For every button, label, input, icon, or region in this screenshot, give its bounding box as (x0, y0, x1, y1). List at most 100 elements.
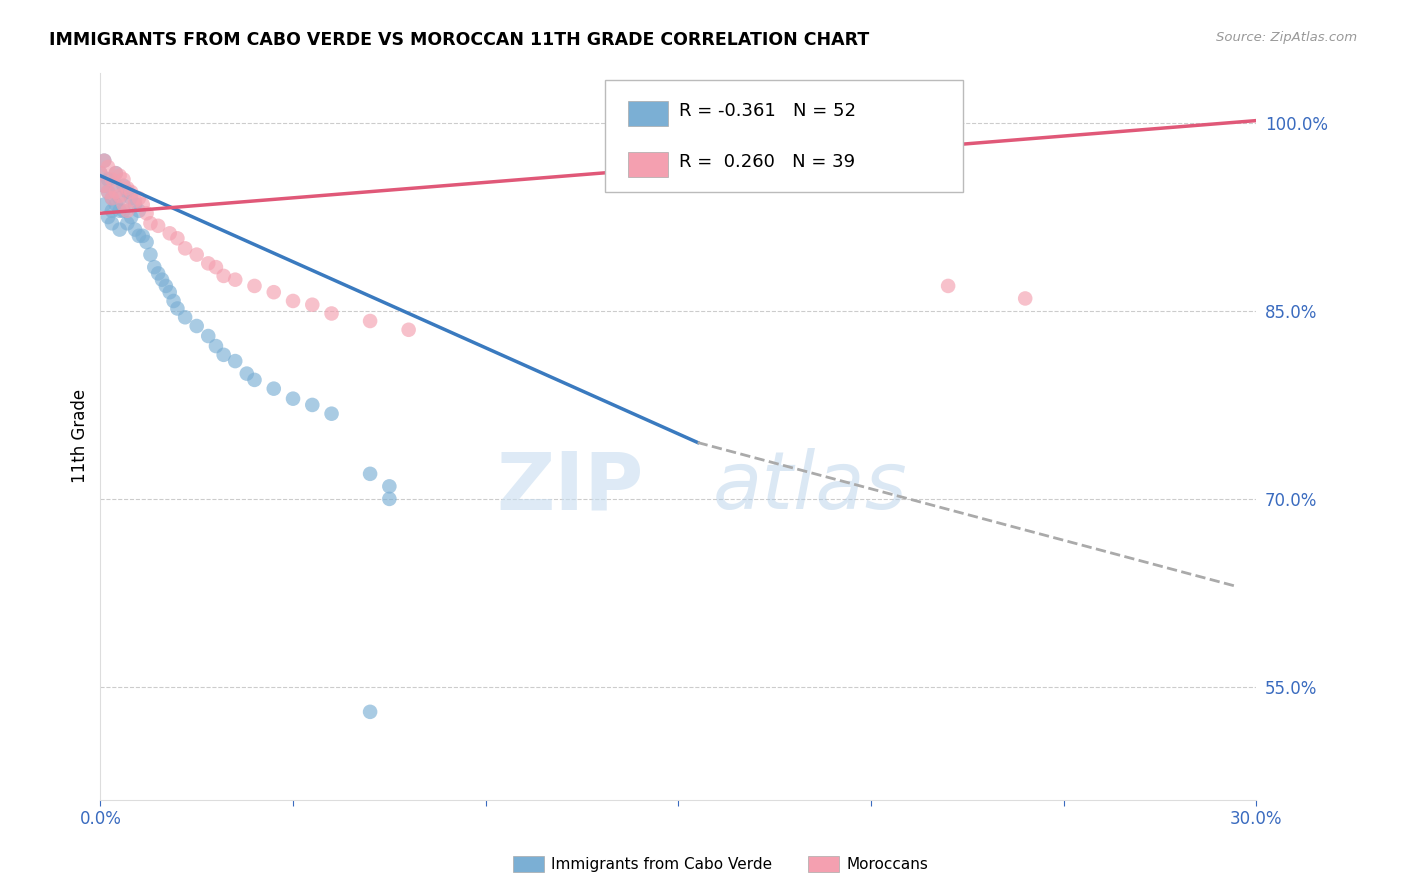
Point (89, 166, 111, 180)
Point (101, 191, 124, 205)
Text: Source: ZipAtlas.com: Source: ZipAtlas.com (1216, 31, 1357, 45)
Point (186, 247, 208, 261)
Point (101, 172, 124, 186)
Point (101, 191, 124, 205)
Point (117, 181, 139, 195)
Point (146, 219, 169, 233)
Point (93, 197, 115, 211)
Point (197, 329, 219, 343)
Point (321, 306, 343, 320)
Point (97, 210, 120, 224)
Point (104, 197, 127, 211)
Point (359, 705, 381, 719)
Point (124, 197, 146, 211)
Point (97, 185, 120, 199)
Y-axis label: 11th Grade: 11th Grade (72, 389, 89, 483)
Point (1014, 292, 1036, 306)
Point (135, 206, 157, 220)
Point (112, 178, 135, 193)
Point (146, 267, 169, 281)
Point (359, 314, 381, 328)
Point (104, 178, 127, 193)
Point (139, 247, 162, 261)
Point (243, 373, 266, 387)
Text: IMMIGRANTS FROM CABO VERDE VS MOROCCAN 11TH GRADE CORRELATION CHART: IMMIGRANTS FROM CABO VERDE VS MOROCCAN 1… (49, 31, 869, 49)
Point (197, 256, 219, 270)
Point (108, 222, 131, 236)
Point (936, 279, 959, 293)
Point (104, 185, 127, 199)
Point (101, 203, 124, 218)
Point (263, 382, 285, 396)
Point (155, 279, 177, 293)
Point (112, 172, 135, 186)
Point (398, 323, 420, 337)
Text: Moroccans: Moroccans (846, 857, 928, 871)
Point (212, 348, 235, 362)
Point (359, 467, 381, 481)
Point (166, 301, 188, 316)
Point (108, 191, 131, 205)
Point (120, 210, 142, 224)
Point (139, 216, 162, 230)
Text: atlas: atlas (713, 448, 908, 526)
Point (104, 166, 127, 180)
Text: ZIP: ZIP (496, 448, 644, 526)
Point (132, 228, 155, 243)
Point (301, 398, 323, 412)
Point (124, 194, 146, 208)
Point (212, 268, 235, 283)
Point (89, 166, 111, 180)
Point (93, 153, 115, 168)
Point (174, 241, 197, 255)
Point (378, 479, 401, 493)
Point (124, 222, 146, 236)
Point (150, 273, 173, 287)
Point (108, 169, 131, 183)
Point (166, 231, 188, 245)
Point (120, 191, 142, 205)
Point (243, 279, 266, 293)
Point (97, 172, 120, 186)
Text: Immigrants from Cabo Verde: Immigrants from Cabo Verde (551, 857, 772, 871)
Point (174, 310, 197, 325)
Point (159, 285, 181, 300)
Point (143, 260, 166, 274)
Text: R = -0.361   N = 52: R = -0.361 N = 52 (679, 103, 856, 120)
Point (263, 285, 285, 300)
Point (236, 367, 259, 381)
Point (120, 185, 142, 199)
Point (97, 160, 120, 174)
Point (108, 188, 131, 202)
Point (186, 318, 208, 333)
Point (135, 235, 157, 249)
Point (93, 178, 115, 193)
Point (108, 203, 131, 218)
Point (162, 293, 184, 308)
Point (101, 216, 124, 230)
Point (128, 203, 150, 218)
Point (281, 392, 304, 406)
Point (93, 178, 115, 193)
Point (224, 354, 246, 368)
Point (224, 273, 246, 287)
Point (301, 298, 323, 312)
Point (128, 228, 150, 243)
Point (117, 203, 139, 218)
Point (112, 197, 135, 211)
Point (159, 227, 181, 241)
Point (128, 191, 150, 205)
Point (281, 293, 304, 308)
Point (205, 339, 228, 353)
Point (117, 216, 139, 230)
Point (205, 260, 228, 274)
Point (378, 491, 401, 506)
Point (321, 407, 343, 421)
Text: R =  0.260   N = 39: R = 0.260 N = 39 (679, 153, 855, 171)
Point (112, 203, 135, 218)
Point (132, 197, 155, 211)
Point (104, 166, 127, 180)
Point (97, 185, 120, 199)
Point (93, 153, 115, 168)
Point (117, 185, 139, 199)
